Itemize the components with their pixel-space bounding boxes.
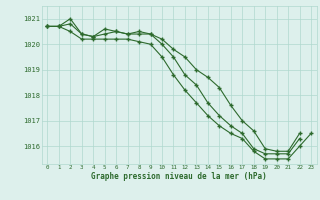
X-axis label: Graphe pression niveau de la mer (hPa): Graphe pression niveau de la mer (hPa) — [91, 172, 267, 181]
